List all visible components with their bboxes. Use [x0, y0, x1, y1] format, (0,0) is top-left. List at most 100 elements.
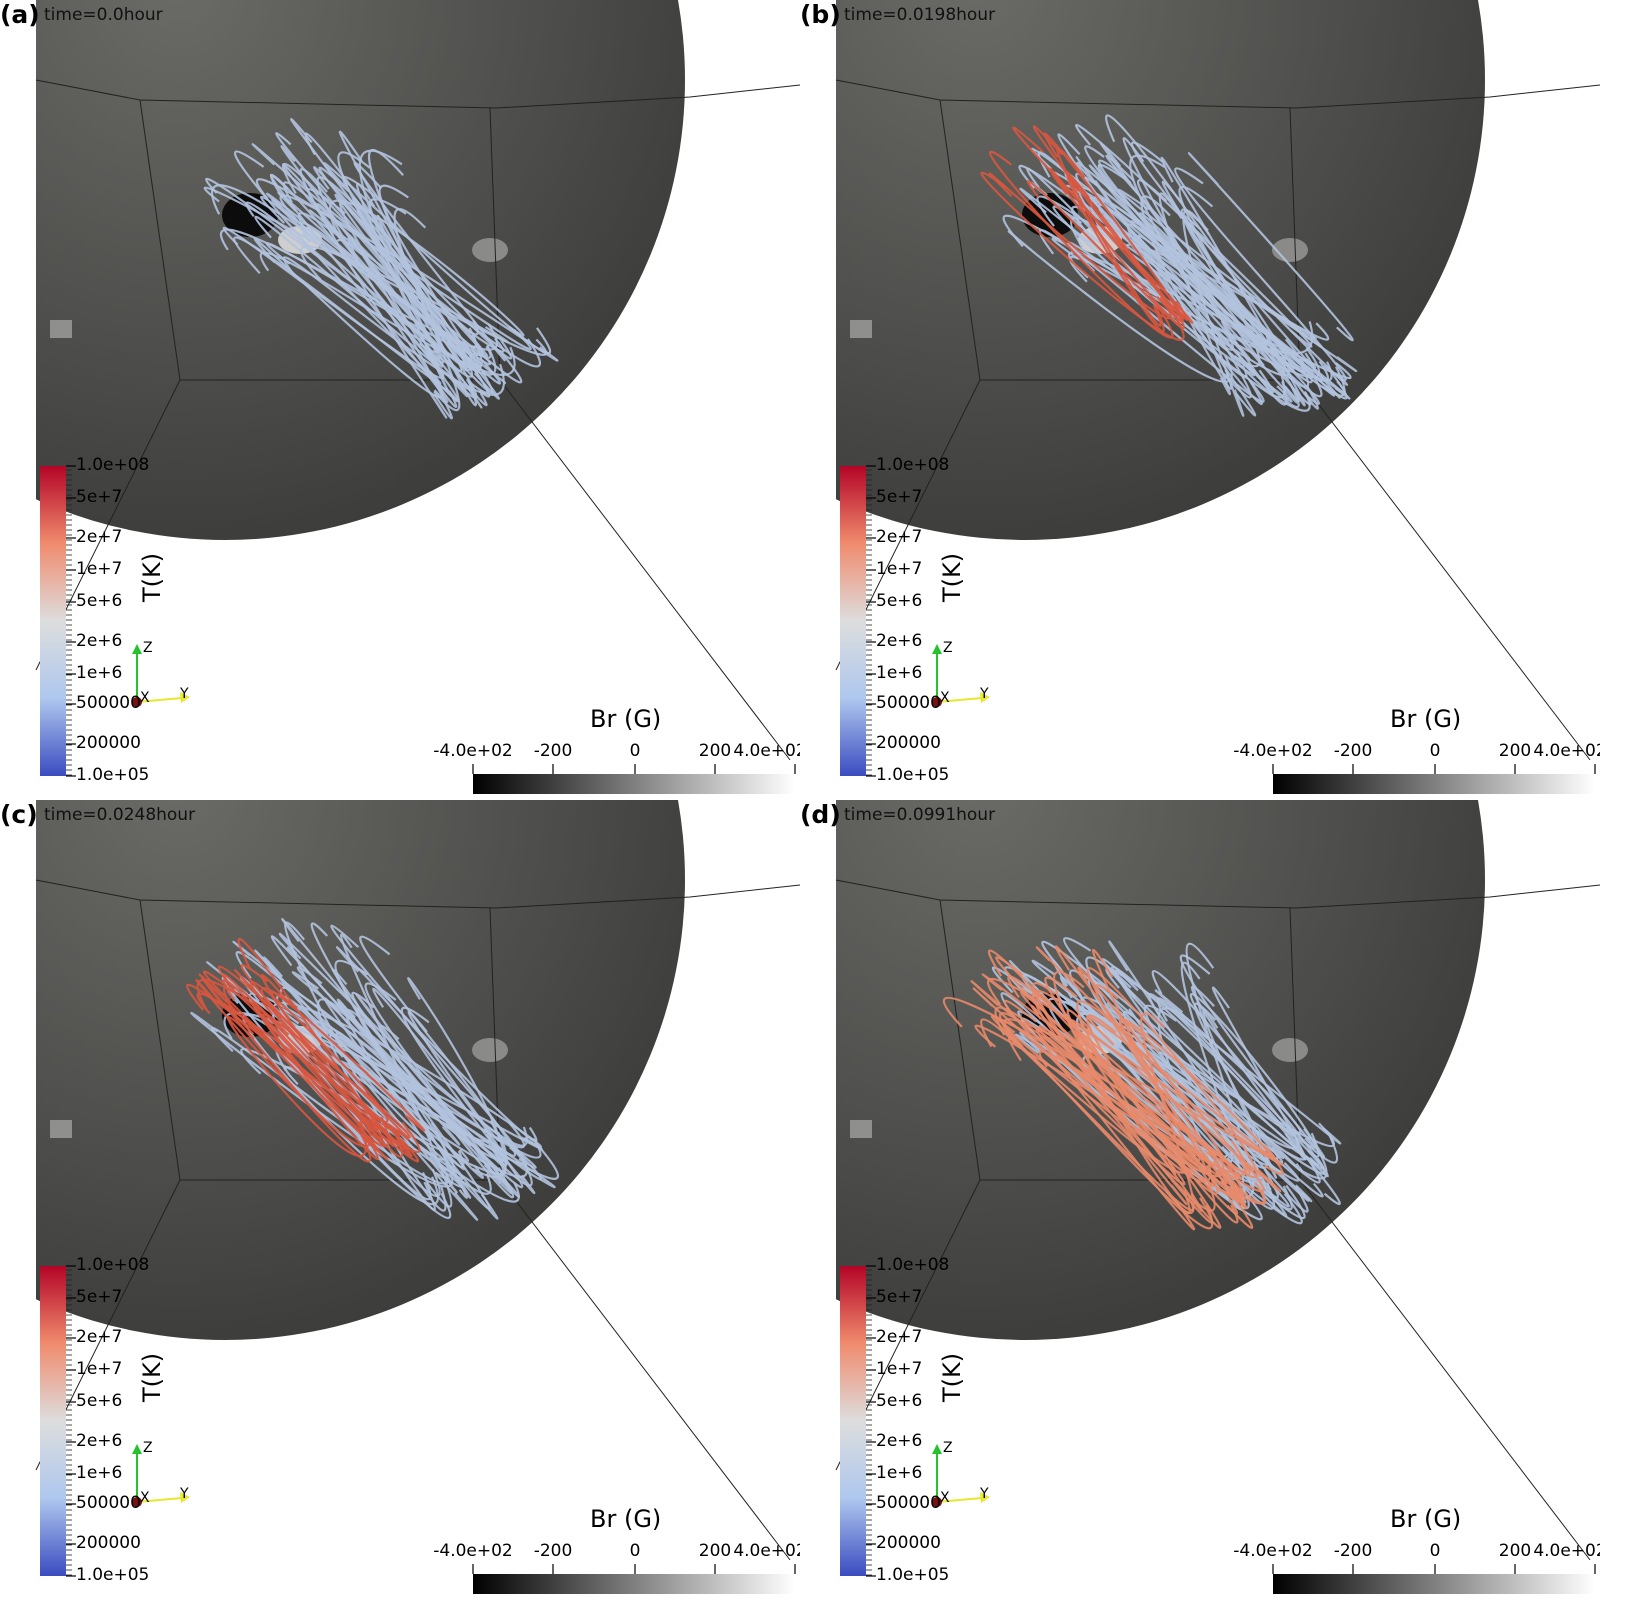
cool-field-line	[1211, 986, 1307, 1161]
hot-field-line	[226, 1015, 368, 1157]
br-colorbar-title: Br (G)	[590, 1505, 662, 1533]
hot-field-line	[1026, 180, 1181, 326]
cool-field-line	[316, 176, 458, 408]
temperature-tick-label: 1e+7	[876, 559, 923, 579]
temperature-tick-label: 200000	[876, 733, 941, 753]
br-tick-label: -4.0e+02	[433, 741, 513, 761]
cool-field-line	[269, 173, 459, 402]
domain-box-edges	[35, 879, 800, 1561]
temperature-tick-label: 1.0e+05	[876, 765, 950, 785]
cool-field-line	[300, 245, 509, 344]
magnetic-field-lines	[942, 937, 1342, 1231]
temperature-tick-label: 1.0e+05	[876, 1565, 950, 1585]
cool-field-line	[1101, 958, 1303, 1172]
br-tick-label: 0	[1429, 1541, 1441, 1561]
cool-field-line	[265, 192, 506, 384]
axis-x-label: X	[940, 690, 950, 706]
temperature-tick-label: 2e+6	[76, 1431, 123, 1451]
cool-field-line	[291, 971, 537, 1169]
temperature-tick-label: 5e+6	[876, 591, 923, 611]
cool-field-line	[1018, 164, 1286, 360]
cool-field-line	[318, 1025, 469, 1163]
cool-field-line	[1189, 993, 1328, 1180]
hot-field-line	[1032, 989, 1212, 1183]
temperature-tick-label: 1e+7	[76, 1359, 123, 1379]
cool-field-line	[1202, 1009, 1278, 1179]
br-tick-label: -200	[1333, 1541, 1373, 1561]
temperature-tick-label: 1e+6	[876, 1463, 923, 1483]
axis-x-label: X	[140, 1490, 150, 1506]
axes-triad-origin	[132, 697, 142, 707]
render-viewport	[0, 0, 800, 800]
cool-field-line	[336, 998, 491, 1210]
simulation-panel: (a) time=0.0hour 1.0e+08 5e+7 2e+7 1e+7 5e+6 2e…	[0, 0, 800, 800]
hot-field-line	[1092, 948, 1215, 1187]
cool-field-line	[219, 228, 498, 351]
hot-field-line	[981, 973, 1217, 1156]
hot-field-line	[240, 964, 381, 1122]
br-colorbar-title: Br (G)	[1390, 1505, 1462, 1533]
br-tick-label: -4.0e+02	[1233, 741, 1313, 761]
hot-field-line	[1118, 1017, 1284, 1175]
cool-field-line	[341, 200, 500, 400]
simulation-panel: (c) time=0.0248hour 1.0e+08 5e+7 2e+7 1e+7 5e+…	[0, 800, 800, 1600]
panel-label: (a)	[0, 0, 40, 29]
cool-field-line	[1156, 997, 1338, 1164]
temperature-tick-label: 1.0e+05	[76, 765, 150, 785]
time-stamp: time=0.0248hour	[44, 805, 196, 825]
cool-field-line	[318, 166, 473, 361]
axis-x-label: X	[940, 1490, 950, 1506]
temperature-tick-label: 1e+6	[876, 663, 923, 683]
cool-field-line	[1151, 970, 1329, 1178]
axis-y-label: Y	[980, 686, 989, 702]
temperature-colorbar	[840, 1266, 866, 1576]
temperature-tick-label: 5e+6	[76, 591, 123, 611]
cool-field-line	[270, 935, 461, 1146]
cool-field-line	[283, 181, 472, 371]
cool-field-line	[1036, 195, 1333, 382]
time-stamp: time=0.0991hour	[844, 805, 996, 825]
br-tick-label: 0	[629, 741, 641, 761]
cool-field-line	[1174, 167, 1347, 381]
cool-field-line	[1075, 123, 1313, 348]
cool-field-line	[351, 991, 506, 1183]
cool-field-line	[278, 932, 528, 1147]
hot-field-line	[1065, 170, 1185, 320]
cool-field-line	[313, 166, 479, 336]
cool-field-line	[1131, 141, 1341, 399]
temperature-tick-label: 1e+6	[76, 1463, 123, 1483]
sun-surface-sphere	[0, 800, 685, 1340]
temperature-tick-label: 500000	[876, 1493, 941, 1513]
axis-z-label: Z	[943, 640, 953, 656]
temperature-tick-label: 2e+7	[76, 1327, 123, 1347]
hot-field-line	[233, 968, 413, 1157]
hot-field-line	[1086, 1014, 1239, 1224]
time-stamp: time=0.0hour	[44, 5, 163, 25]
temperature-tick-label: 1.0e+08	[876, 1255, 950, 1275]
axes-triad-origin	[132, 1497, 142, 1507]
cool-field-line	[281, 163, 463, 373]
temperature-colorbar	[840, 466, 866, 776]
cool-field-line	[359, 935, 517, 1157]
br-colorbar-title: Br (G)	[1390, 705, 1462, 733]
hot-field-line	[1035, 946, 1247, 1173]
temperature-tick-label: 2e+6	[876, 631, 923, 651]
cool-field-line	[1071, 205, 1317, 369]
temperature-tick-label: 1.0e+08	[76, 1255, 150, 1275]
cool-field-line	[1179, 954, 1326, 1159]
simulation-panel: (b) time=0.0198hour 1.0e+08 5e+7 2e+7 1e+7 5e+…	[800, 0, 1600, 800]
magnetic-field-lines	[980, 114, 1357, 417]
hot-field-line	[1032, 125, 1179, 319]
domain-box-edges	[835, 79, 1600, 761]
cool-field-line	[356, 203, 489, 357]
temperature-tick-label: 5e+7	[76, 1287, 123, 1307]
hot-field-line	[1055, 1055, 1248, 1176]
temperature-tick-label: 1e+7	[876, 1359, 923, 1379]
hot-field-line	[1067, 1019, 1222, 1229]
temperature-tick-label: 500000	[76, 693, 141, 713]
temperature-tick-label: 2e+7	[76, 527, 123, 547]
br-tick-label: 200	[698, 1541, 732, 1561]
temperature-colorbar-title: T(K)	[138, 552, 166, 602]
cool-field-line	[1191, 985, 1320, 1158]
br-tick-label: 200	[1498, 1541, 1532, 1561]
